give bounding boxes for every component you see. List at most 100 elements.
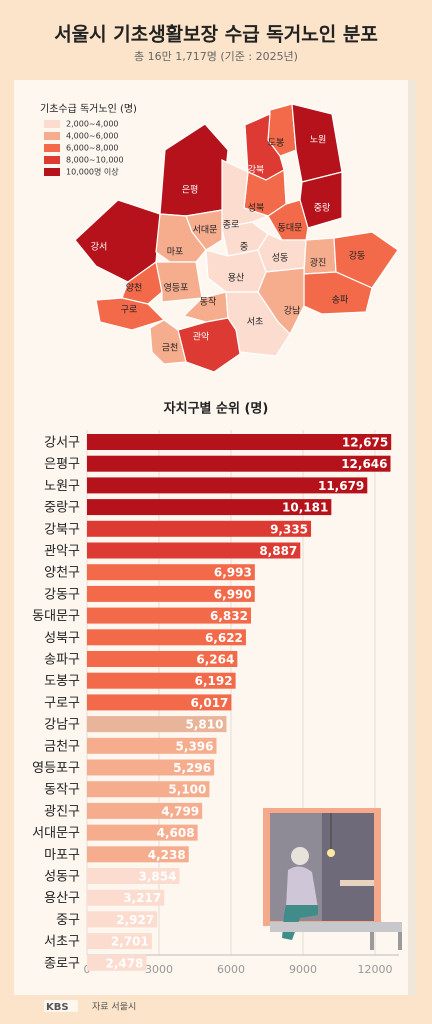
district-label: 서대문: [193, 225, 218, 236]
value-label: 5,810: [185, 718, 223, 732]
district-label: 양천: [126, 283, 143, 294]
bar: [87, 911, 158, 928]
district: [155, 213, 207, 263]
category-label: 송파구: [44, 653, 80, 668]
bench-leg: [398, 932, 402, 950]
wall: [322, 813, 374, 921]
bar: [87, 933, 152, 950]
bar: [87, 477, 368, 494]
category-label: 강북구: [44, 522, 80, 537]
district-label: 강동: [349, 251, 366, 262]
district-label: 영등포: [164, 283, 189, 294]
bar: [87, 759, 215, 776]
category-label: 용산구: [44, 891, 80, 906]
value-label: 6,622: [205, 631, 243, 645]
panel-edge: [408, 80, 416, 995]
value-label: 4,799: [161, 804, 199, 818]
bench-leg: [370, 932, 374, 950]
bar: [87, 954, 147, 971]
category-label: 동작구: [44, 783, 80, 798]
district-label: 성동: [272, 253, 289, 264]
bar: [87, 651, 238, 667]
district-label: 중: [240, 242, 248, 253]
district-label: 마포: [167, 247, 184, 258]
district-label: 서초: [247, 317, 264, 328]
category-label: 영등포구: [32, 761, 80, 776]
bar: [87, 520, 312, 537]
value-label: 6,993: [214, 566, 252, 580]
x-tick-label: 3000: [145, 963, 173, 976]
bar-chart: 030006000900012000강서구12,675은평구12,646노원구1…: [32, 430, 399, 976]
category-label: 노원구: [44, 479, 80, 494]
shelf: [340, 880, 374, 886]
legend-label: 8,000~10,000: [66, 156, 124, 165]
district-label: 강남: [284, 306, 301, 317]
district-label: 동대문: [278, 223, 303, 234]
district-label: 중랑: [314, 202, 331, 214]
district: [333, 231, 399, 289]
value-label: 6,017: [190, 696, 228, 710]
value-label: 4,608: [157, 826, 195, 840]
legend: 기초수급 독거노인 (명) 2,000~4,000 4,000~6,000 6,00…: [40, 103, 137, 177]
value-label: 6,264: [196, 653, 234, 667]
illustration: [263, 808, 402, 950]
value-label: 5,100: [168, 783, 206, 797]
value-label: 6,990: [214, 587, 252, 601]
value-label: 3,854: [139, 870, 177, 884]
category-label: 은평구: [44, 457, 80, 472]
legend-label: 2,000~4,000: [66, 120, 119, 129]
bar: [87, 889, 165, 906]
bar: [87, 781, 210, 798]
legend-swatch: [44, 144, 60, 152]
bar: [87, 629, 246, 646]
value-label: 12,675: [342, 436, 388, 450]
district: [299, 171, 343, 229]
x-tick-label: 9000: [289, 963, 317, 976]
logo-bg: [44, 1000, 78, 1012]
category-label: 강동구: [44, 587, 80, 602]
bar: [87, 824, 198, 841]
district-label: 금천: [162, 343, 179, 354]
logo: KBS: [46, 1002, 69, 1013]
category-label: 금천구: [44, 739, 80, 754]
value-label: 5,396: [176, 739, 214, 753]
legend-swatch: [44, 156, 60, 164]
bar: [87, 868, 180, 884]
district: [155, 261, 203, 303]
legend-label: 4,000~6,000: [66, 132, 119, 141]
category-label: 광진구: [44, 804, 80, 819]
subtitle: 총 16만 1,717명 (기준 : 2025년): [134, 50, 298, 63]
bar: [87, 672, 236, 689]
category-label: 강서구: [44, 436, 80, 451]
category-label: 성북구: [44, 631, 80, 646]
legend-swatch: [44, 132, 60, 140]
value-label: 11,679: [318, 479, 364, 493]
x-tick-label: 12000: [358, 963, 393, 976]
district-label: 노원: [310, 135, 327, 146]
district: [121, 260, 163, 305]
source: 자료 서울시: [92, 1002, 136, 1013]
category-label: 성동구: [44, 870, 80, 885]
chart-title: 자치구별 순위 (명): [164, 401, 269, 417]
bar: [87, 694, 232, 711]
district-label: 동작: [200, 297, 217, 308]
category-label: 마포구: [44, 848, 80, 863]
category-label: 서초구: [44, 935, 80, 950]
value-label: 2,478: [106, 956, 144, 970]
bar: [87, 846, 189, 863]
value-label: 4,238: [148, 848, 186, 862]
bar: [87, 585, 255, 602]
bar: [87, 737, 217, 754]
body: [286, 866, 318, 908]
value-label: 12,646: [341, 457, 387, 471]
legend-swatch: [44, 120, 60, 128]
district: [149, 319, 187, 365]
title: 서울시 기초생활보장 수급 독거노인 분포: [54, 24, 378, 46]
bar: [87, 499, 332, 516]
legend-title: 기초수급 독거노인 (명): [40, 103, 137, 115]
legend-label: 6,000~8,000: [66, 144, 119, 153]
district-label: 광진: [310, 257, 327, 269]
legend-label: 10,000명 이상: [66, 167, 119, 177]
